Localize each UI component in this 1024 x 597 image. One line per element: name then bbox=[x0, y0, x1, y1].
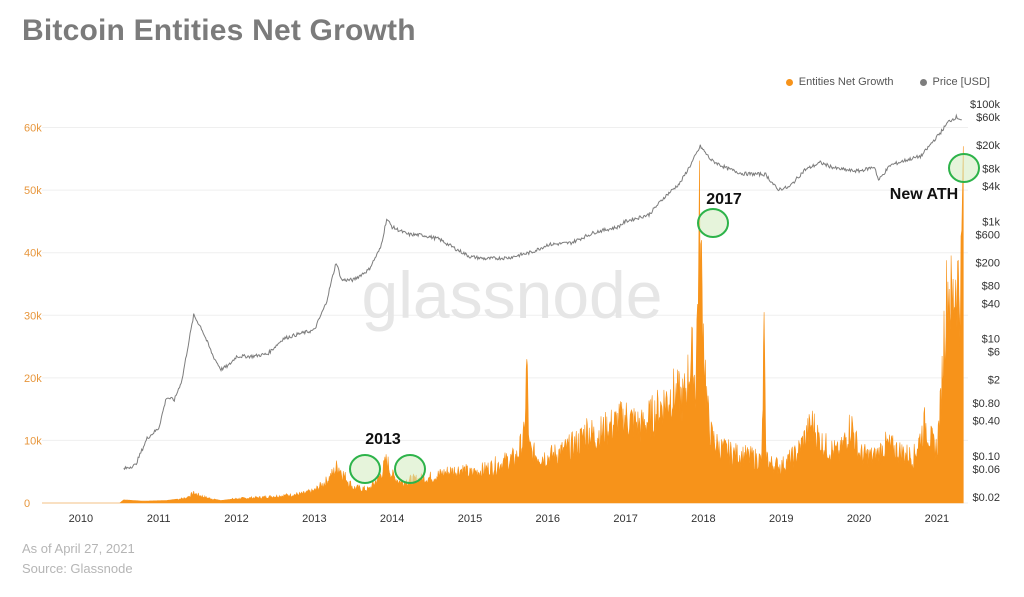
x-tick: 2012 bbox=[224, 513, 248, 525]
y-tick-right: $40 bbox=[982, 298, 1000, 310]
gridlines bbox=[42, 127, 968, 504]
legend-swatch-price bbox=[919, 78, 927, 86]
highlight-circle-2013-b bbox=[394, 454, 426, 484]
price-line-layer bbox=[123, 113, 962, 471]
y-tick-right: $600 bbox=[976, 229, 1000, 241]
y-tick-right: $6 bbox=[988, 347, 1000, 359]
legend-item-price[interactable]: Price [USD] bbox=[919, 76, 990, 88]
highlight-circle-2017 bbox=[697, 208, 729, 238]
footnote-date: As of April 27, 2021 bbox=[22, 541, 135, 556]
y-tick-right: $80 bbox=[982, 281, 1000, 293]
highlight-circle-2013-a bbox=[349, 454, 381, 484]
legend-swatch-growth bbox=[785, 78, 793, 86]
y-tick-right: $20k bbox=[976, 140, 1000, 152]
x-tick: 2013 bbox=[302, 513, 326, 525]
footnote-source: Source: Glassnode bbox=[22, 561, 133, 576]
y-tick-left: 30k bbox=[24, 310, 42, 322]
legend-label-price: Price [USD] bbox=[932, 76, 990, 88]
growth-area bbox=[42, 146, 964, 504]
y-tick-right: $8k bbox=[982, 163, 1000, 175]
x-tick: 2010 bbox=[69, 513, 93, 525]
y-tick-right: $0.10 bbox=[972, 451, 1000, 463]
y-tick-left: 50k bbox=[24, 185, 42, 197]
y-axis-left: 0 10k 20k 30k 40k 50k 60k bbox=[24, 123, 42, 510]
legend-item-growth[interactable]: Entities Net Growth bbox=[785, 76, 894, 88]
x-tick: 2016 bbox=[536, 513, 560, 525]
y-tick-right: $200 bbox=[976, 257, 1000, 269]
growth-area-layer bbox=[42, 146, 964, 504]
x-tick: 2015 bbox=[458, 513, 482, 525]
y-tick-right: $0.40 bbox=[972, 416, 1000, 428]
chart-title: Bitcoin Entities Net Growth bbox=[22, 14, 416, 47]
y-tick-left: 20k bbox=[24, 373, 42, 385]
x-axis: 2010 2011 2012 2013 2014 2015 2016 2017 2018 2019… bbox=[69, 513, 949, 525]
y-tick-right: $0.06 bbox=[972, 464, 1000, 476]
highlight-circle-new-ath bbox=[948, 153, 980, 183]
legend: Entities Net Growth Price [USD] bbox=[785, 76, 990, 88]
y-tick-right: $10 bbox=[982, 334, 1000, 346]
y-tick-right: $2 bbox=[988, 375, 1000, 387]
price-line bbox=[123, 113, 962, 471]
x-tick: 2011 bbox=[147, 513, 171, 525]
y-tick-right: $0.80 bbox=[972, 398, 1000, 410]
y-tick-left: 0 bbox=[24, 498, 30, 510]
y-tick-left: 40k bbox=[24, 248, 42, 260]
y-tick-right: $60k bbox=[976, 112, 1000, 124]
annotation-label: 2013 bbox=[365, 431, 401, 448]
y-tick-right: $100k bbox=[970, 99, 1000, 111]
x-tick: 2020 bbox=[847, 513, 871, 525]
annotation-label: New ATH bbox=[890, 186, 958, 203]
legend-label-growth: Entities Net Growth bbox=[798, 76, 894, 88]
annotation-label: 2017 bbox=[706, 191, 742, 208]
y-tick-right: $4k bbox=[982, 181, 1000, 193]
x-tick: 2017 bbox=[613, 513, 637, 525]
x-tick: 2021 bbox=[925, 513, 949, 525]
y-axis-right: $0.02 $0.06$0.10 $0.40 $0.80 $2 $6$10 $40 $80 $2… bbox=[970, 99, 1000, 504]
y-tick-left: 10k bbox=[24, 435, 42, 447]
y-tick-right: $0.02 bbox=[972, 492, 1000, 504]
x-tick: 2018 bbox=[691, 513, 715, 525]
y-tick-right: $1k bbox=[982, 216, 1000, 228]
y-tick-left: 60k bbox=[24, 123, 42, 135]
annotation-layer: 2013 2017 New ATH bbox=[349, 153, 980, 484]
watermark-text: glassnode bbox=[362, 258, 663, 332]
x-tick: 2014 bbox=[380, 513, 404, 525]
x-tick: 2019 bbox=[769, 513, 793, 525]
